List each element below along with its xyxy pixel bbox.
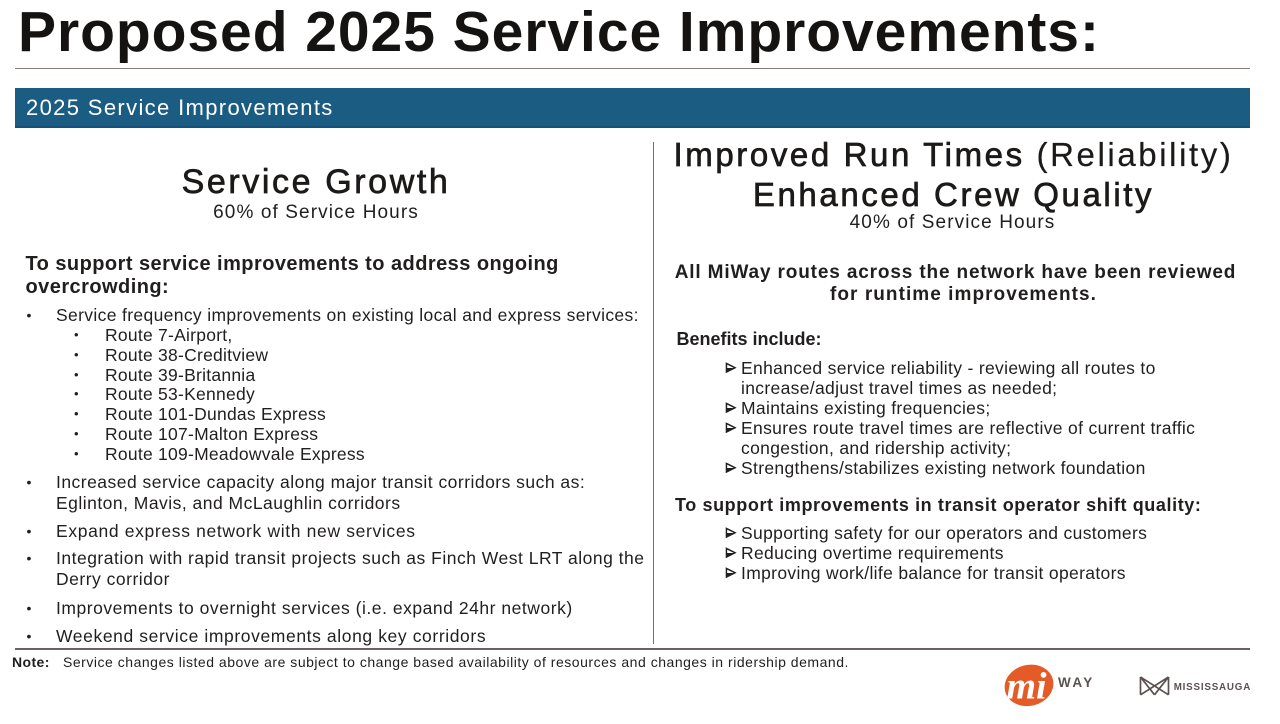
svg-text:MISSISSAUGA: MISSISSAUGA <box>1174 682 1251 693</box>
svg-text:WAY: WAY <box>1058 675 1095 690</box>
svg-text:mi: mi <box>1007 666 1048 708</box>
